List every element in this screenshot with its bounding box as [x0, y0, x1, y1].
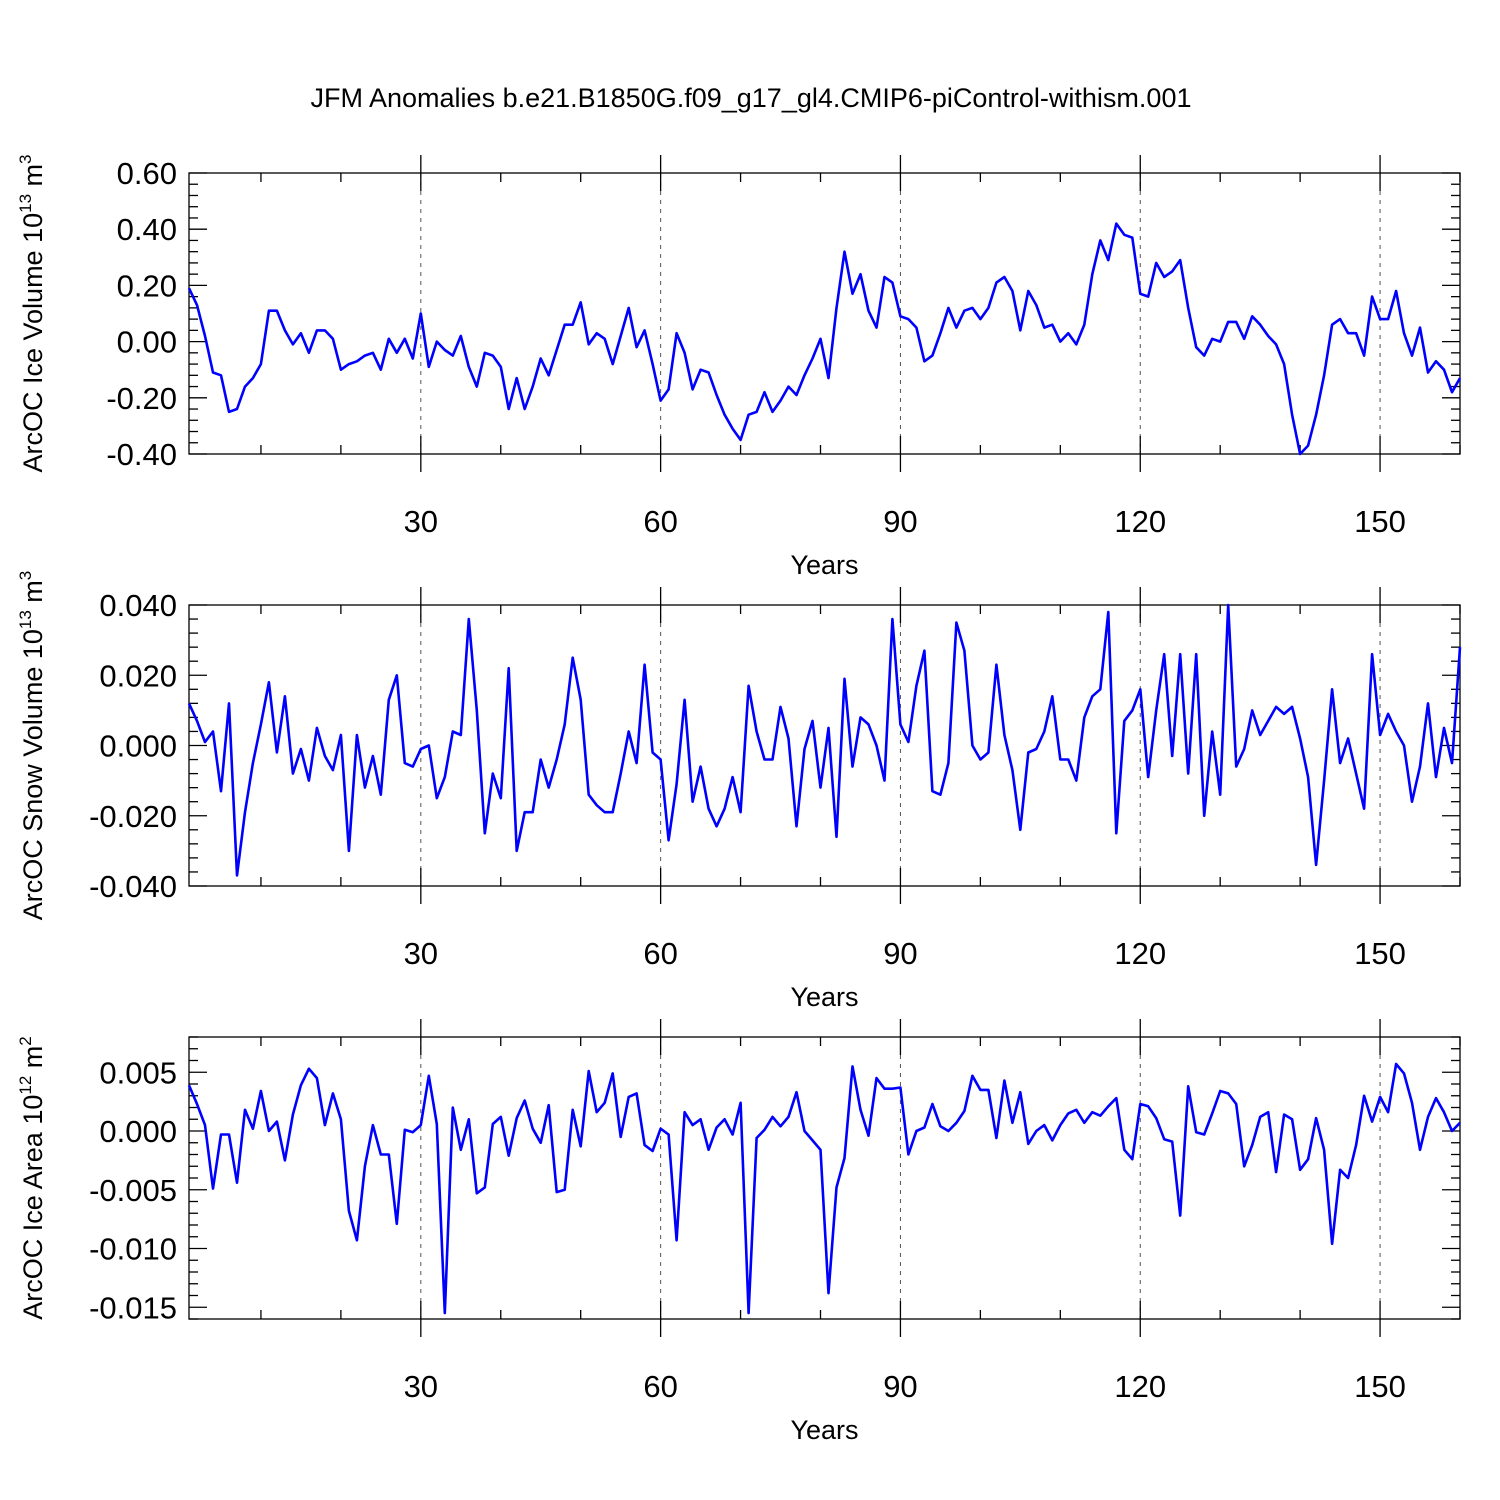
x-tick-label: 60	[643, 504, 677, 539]
x-tick-label: 120	[1114, 936, 1166, 971]
y-tick-label: 0.000	[99, 729, 177, 764]
x-tick-label: 30	[404, 504, 438, 539]
plot-frame	[188, 172, 1461, 455]
y-axis-label-unit: m	[18, 164, 48, 194]
y-tick-label: -0.040	[89, 869, 177, 904]
x-tick-label: 150	[1354, 504, 1406, 539]
x-tick-label: 90	[883, 936, 917, 971]
y-axis-label-text: ArcOC Ice Area 10	[18, 1095, 48, 1320]
y-tick-label: 0.60	[117, 156, 177, 191]
x-tick-label: 120	[1114, 504, 1166, 539]
y-axis-label: ArcOC Ice Area 1012 m2	[16, 1036, 48, 1320]
y-axis-label-text: ArcOC Snow Volume 10	[18, 629, 48, 920]
series-line	[187, 1062, 1461, 1315]
panel-1: 0.60 0.40 0.20 0.00 -0.20 -0.40 30 60 90 120 150 Ye…	[16, 154, 1462, 580]
x-tick-label: 90	[883, 1369, 917, 1404]
plot-frame	[188, 1036, 1461, 1320]
y-tick-label: 0.40	[117, 212, 177, 247]
x-axis-label: Years	[790, 982, 858, 1012]
x-axis-label: Years	[790, 550, 858, 580]
y-tick-label: 0.00	[117, 325, 177, 360]
y-axis-label-unit-exp: 2	[16, 1036, 35, 1045]
y-tick-label: 0.020	[99, 658, 177, 693]
y-axis-label: ArcOC Ice Volume 1013 m3	[16, 154, 48, 472]
y-axis-label-exp: 13	[16, 610, 35, 629]
plot-frame	[188, 604, 1461, 887]
y-axis-label-exp: 12	[16, 1076, 35, 1095]
y-axis-label-unit: m	[18, 580, 48, 610]
series-line	[187, 222, 1462, 456]
y-tick-label: 0.040	[99, 588, 177, 623]
x-tick-label: 60	[643, 1369, 677, 1404]
figure-title: JFM Anomalies b.e21.B1850G.f09_g17_gl4.C…	[311, 83, 1192, 113]
y-tick-label: 0.005	[99, 1055, 177, 1090]
x-tick-label: 150	[1354, 1369, 1406, 1404]
y-tick-label: -0.005	[89, 1173, 177, 1208]
y-tick-label: -0.020	[89, 799, 177, 834]
y-tick-label: -0.20	[106, 381, 177, 416]
x-tick-label: 60	[643, 936, 677, 971]
y-axis-label-unit-exp: 3	[16, 154, 35, 163]
y-tick-label: 0.20	[117, 268, 177, 303]
y-axis-label: ArcOC Snow Volume 1013 m3	[16, 571, 48, 921]
y-tick-label: 0.000	[99, 1114, 177, 1149]
panel-2: 0.040 0.020 0.000 -0.020 -0.040 30 60 90 120 150 Y…	[16, 571, 1462, 1012]
y-tick-label: -0.010	[89, 1232, 177, 1267]
y-tick-label: -0.40	[106, 437, 177, 472]
series-line	[187, 603, 1462, 877]
x-tick-label: 30	[404, 1369, 438, 1404]
x-tick-label: 120	[1114, 1369, 1166, 1404]
x-tick-label: 90	[883, 504, 917, 539]
y-axis-label-unit-exp: 3	[16, 571, 35, 580]
y-tick-label: -0.015	[89, 1290, 177, 1325]
y-axis-label-text: ArcOC Ice Volume 10	[18, 213, 48, 473]
x-tick-label: 150	[1354, 936, 1406, 971]
panel-3: 0.005 0.000 -0.005 -0.010 -0.015 30 60 90 120 150…	[16, 1019, 1461, 1445]
y-axis-label-unit: m	[18, 1046, 48, 1076]
y-axis-label-exp: 13	[16, 194, 35, 213]
x-axis-label: Years	[790, 1415, 858, 1445]
x-tick-label: 30	[404, 936, 438, 971]
